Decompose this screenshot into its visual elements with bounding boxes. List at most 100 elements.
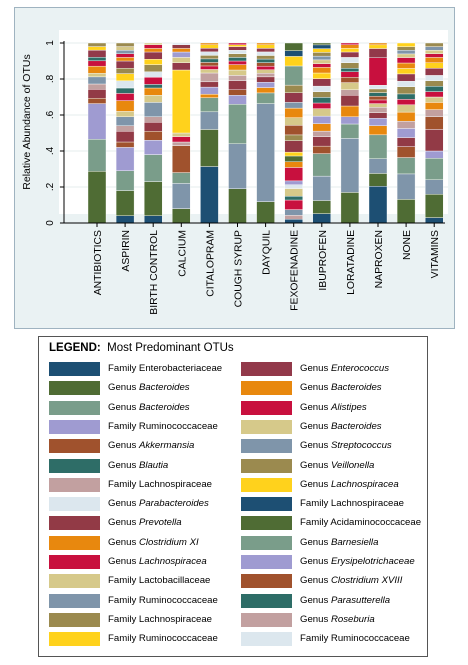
bar-segment (312, 213, 331, 224)
bar-segment (396, 157, 416, 175)
bar-segment (284, 184, 303, 189)
legend-label-taxon: Clostridium XVIII (330, 575, 403, 587)
legend-label-rank: Genus (108, 517, 139, 529)
bar-segment (312, 59, 331, 64)
bar-segment (200, 51, 219, 56)
bar-segment (340, 44, 360, 49)
bar-segment (312, 145, 331, 154)
x-tick-label: NONE (402, 230, 413, 260)
legend-label: Genus Parasutterella (300, 595, 390, 607)
legend-label-rank: Family (108, 594, 139, 606)
bar-segment (340, 62, 360, 69)
legend-label-rank: Genus (300, 459, 331, 471)
bar-segment (368, 112, 388, 119)
bar-segment (340, 76, 360, 83)
bar-segment (340, 57, 360, 64)
bar-segment (396, 104, 416, 113)
legend-label-rank: Genus (108, 498, 139, 510)
bar-segment (284, 209, 303, 216)
bar-aspirin (115, 42, 135, 224)
y-axis-label: Relative Abundance of OTUs (21, 54, 33, 189)
legend-label-rank: Genus (300, 401, 331, 413)
bar-segment (172, 136, 191, 143)
bar-segment (228, 50, 247, 55)
bar-segment (284, 102, 303, 109)
bar-segment (425, 109, 444, 117)
bar-segment (396, 93, 416, 100)
bar-segment (256, 73, 275, 78)
legend-swatch (49, 381, 100, 396)
legend-title: LEGEND: Most Predominant OTUs (49, 342, 234, 354)
legend-label-rank: Family (108, 478, 139, 490)
legend-label: Genus Enterococcus (300, 363, 389, 375)
legend-swatch (241, 593, 292, 608)
bar-segment (172, 42, 191, 45)
bar-segment (172, 208, 191, 224)
legend-label: Genus Clostridium XVIII (300, 575, 402, 587)
bar-segment (200, 48, 219, 53)
bar-segment (256, 92, 275, 104)
bar-segment (284, 215, 303, 220)
legend-label-taxon: Blautia (138, 459, 169, 471)
bar-segment (425, 91, 444, 98)
y-tick-label: .4 (45, 146, 56, 155)
legend-label-rank: Genus (300, 382, 331, 394)
legend-swatch (241, 400, 292, 415)
legend-label-rank: Genus (108, 382, 139, 394)
legend-label-rank: Family (108, 613, 139, 625)
legend-label-rank: Genus (300, 363, 331, 374)
bar-segment (172, 62, 191, 71)
legend-swatch (241, 555, 292, 569)
legend-label-rank: Genus (108, 401, 139, 413)
bar-citalopram (200, 42, 219, 224)
bar-segment (340, 89, 360, 96)
legend-label: Genus Parabacteroides (108, 498, 209, 510)
bar-segment (425, 179, 444, 195)
bar-segment (368, 88, 388, 93)
bar-segment (115, 147, 135, 171)
bar-segment (368, 85, 388, 90)
bar-segment (256, 44, 275, 49)
bar-segment (200, 42, 219, 45)
bar-segment (425, 68, 444, 76)
bar-segment (143, 84, 163, 89)
bar-segment (425, 157, 444, 180)
bar-segment (115, 53, 135, 58)
legend-label: Genus Streptococcus (300, 440, 392, 452)
bar-segment (200, 58, 219, 63)
x-tick-label: DAYQUIL (262, 230, 273, 275)
bar-segment (284, 167, 303, 182)
legend-label: Genus Lachnospiracea (108, 556, 207, 568)
bar-segment (115, 73, 135, 81)
legend-swatch (49, 439, 100, 454)
bar-segment (284, 107, 303, 118)
bar-segment (200, 93, 219, 98)
legend-label-taxon: Lachnospiraceae (138, 613, 212, 625)
legend-label: Family Lachnospiraceae (108, 614, 212, 626)
bar-segment (143, 154, 163, 182)
bar-segment (425, 85, 444, 92)
bar-segment (143, 64, 163, 72)
legend-swatch (241, 497, 292, 512)
legend-label-rank: Genus (108, 536, 139, 548)
x-tick-label: ASPIRIN (121, 230, 132, 272)
legend-label-rank: Genus (108, 556, 139, 567)
legend-title-bold: LEGEND: (49, 342, 101, 354)
bar-segment (340, 116, 360, 125)
bar-segment (312, 153, 331, 177)
bar-segment (284, 218, 303, 224)
legend-swatch (49, 555, 100, 569)
bar-segment (312, 63, 331, 68)
bar-segment (396, 99, 416, 106)
x-tick-label: IBUPROFEN (318, 230, 329, 291)
bar-segment (312, 52, 331, 57)
bar-segment (200, 55, 219, 60)
bar-segment (312, 175, 331, 201)
legend-label-rank: Family (300, 633, 331, 645)
bar-segment (143, 44, 163, 49)
legend-swatch (49, 458, 100, 473)
bar-segment (115, 116, 135, 127)
legend-label: Family Ruminococcaceae (108, 633, 218, 645)
bar-segment (87, 73, 107, 78)
legend-label-taxon: Ruminococcaceae (138, 633, 218, 645)
